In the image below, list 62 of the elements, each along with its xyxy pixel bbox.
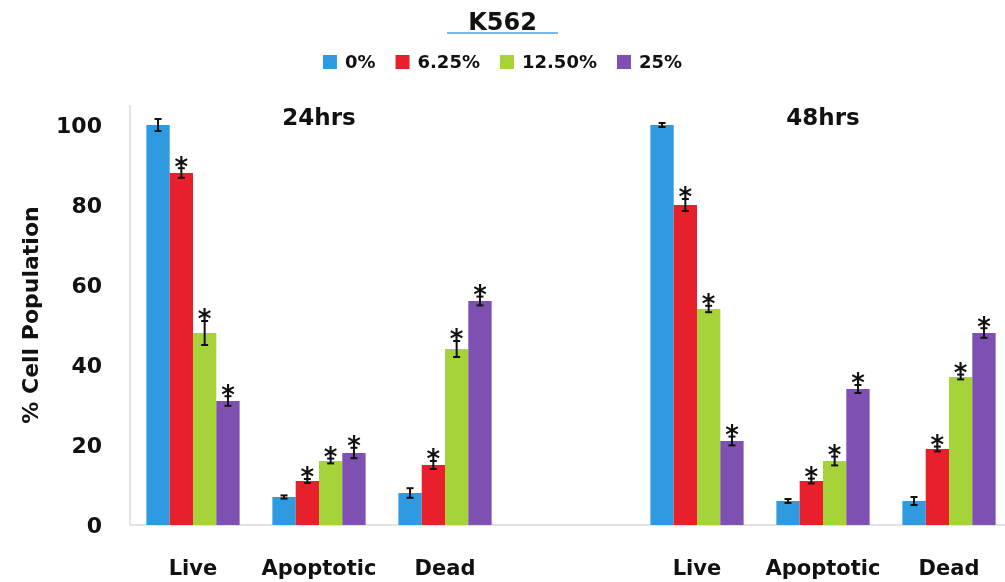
data-label: * (473, 279, 488, 310)
chart-title: K562 (468, 8, 537, 36)
bar (823, 461, 847, 525)
data-label: * (701, 289, 716, 320)
annotation: 24hrs (282, 104, 356, 130)
y-tick-label: 100 (56, 112, 102, 138)
data-label: * (977, 311, 992, 342)
bar (421, 465, 445, 525)
bar (445, 349, 469, 525)
bar (925, 449, 949, 525)
data-label: * (347, 431, 362, 462)
bar (972, 333, 996, 525)
y-tick-label: 80 (71, 192, 102, 218)
x-tick-label: Dead (414, 556, 476, 580)
data-label: * (323, 441, 338, 472)
x-tick-label: Apoptotic (261, 556, 377, 580)
bar (468, 301, 492, 525)
bar (146, 125, 170, 525)
data-label: * (221, 379, 236, 410)
bar (193, 333, 217, 525)
data-label: * (725, 419, 740, 450)
data-label: * (827, 439, 842, 470)
data-label: * (426, 444, 441, 475)
bar (295, 481, 319, 525)
y-tick-label: 0 (86, 512, 102, 538)
bar (398, 493, 422, 525)
bar (902, 501, 926, 525)
bar (650, 125, 674, 525)
data-label: * (300, 462, 315, 493)
legend-label: 6.25% (417, 51, 480, 73)
y-tick-label: 40 (71, 352, 102, 378)
data-label: * (449, 324, 464, 355)
bar (319, 461, 343, 525)
annotation: 48hrs (786, 104, 860, 130)
data-label: * (953, 357, 968, 388)
data-label: * (678, 182, 693, 213)
data-label: * (804, 461, 819, 492)
x-tick-label: Live (168, 556, 218, 580)
legend-label: 25% (638, 51, 683, 73)
legend-label: 0% (344, 51, 376, 73)
bar (799, 481, 823, 525)
bar (720, 441, 744, 525)
y-tick-label: 20 (71, 432, 102, 458)
bar (169, 173, 193, 525)
bar (776, 501, 800, 525)
bar (697, 309, 721, 525)
bar (846, 389, 870, 525)
data-label: * (197, 304, 212, 335)
bar (272, 497, 296, 525)
data-label: * (174, 151, 189, 182)
bar (216, 401, 240, 525)
legend-label: 12.50% (521, 51, 597, 73)
x-tick-label: Dead (918, 556, 980, 580)
x-tick-label: Apoptotic (765, 556, 881, 580)
data-label: * (930, 429, 945, 460)
x-tick-label: Live (672, 556, 722, 580)
bar (673, 205, 697, 525)
y-tick-label: 60 (71, 272, 102, 298)
bar (949, 377, 973, 525)
y-axis-title: % Cell Population (17, 206, 43, 424)
data-label: * (851, 368, 866, 399)
bar (342, 453, 366, 525)
